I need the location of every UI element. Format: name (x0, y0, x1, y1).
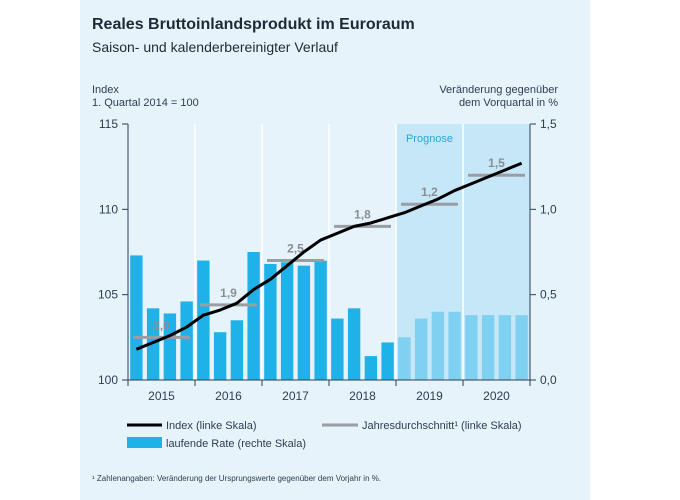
annual-average-label: 2,0 (153, 318, 170, 332)
bar (515, 315, 528, 380)
chart-subtitle: Saison- und kalenderbereinigter Verlauf (92, 39, 338, 55)
year-label: 2016 (215, 389, 242, 403)
year-label: 2015 (148, 389, 175, 403)
annual-average-label: 1,8 (354, 207, 371, 221)
year-label: 2019 (416, 389, 443, 403)
bar (146, 308, 160, 380)
left-tick-label: 100 (98, 373, 118, 387)
year-label: 2020 (483, 389, 510, 403)
annual-average-label: 1,9 (220, 286, 237, 300)
left-tick-label: 110 (99, 202, 118, 216)
left-axis-title-line1: Index (92, 84, 119, 96)
bar (465, 315, 478, 380)
bar (213, 332, 227, 380)
chart-title: Reales Bruttoinlandsprodukt im Euroraum (92, 16, 415, 33)
bar (264, 263, 277, 380)
bar (347, 308, 361, 380)
annual-average-label: 1,2 (421, 185, 438, 199)
legend-label-rate: laufende Rate (rechte Skala) (166, 438, 306, 450)
right-tick-label: 1,5 (540, 117, 557, 131)
bar (297, 265, 311, 380)
bar (130, 255, 143, 380)
bar (230, 320, 244, 380)
right-tick-label: 0,5 (540, 288, 557, 302)
right-tick-label: 0,0 (540, 373, 557, 387)
year-label: 2018 (349, 389, 376, 403)
bar (431, 311, 445, 380)
bar (448, 311, 461, 380)
left-axis-title-line2: 1. Quartal 2014 = 100 (92, 97, 199, 109)
bar (414, 318, 428, 380)
bar (481, 315, 495, 380)
year-label: 2017 (282, 389, 309, 403)
bar (498, 315, 512, 380)
bar (331, 318, 344, 380)
right-axis-title-line2: dem Vorquartal in % (458, 97, 558, 109)
legend-swatch-rate (127, 437, 162, 448)
annual-average-label: 1,5 (488, 156, 505, 170)
bar (381, 342, 394, 380)
bar (398, 337, 411, 380)
bar (280, 262, 294, 380)
bar (314, 260, 327, 380)
footnote: ¹ Zahlenangaben: Veränderung der Ursprun… (92, 474, 382, 483)
bar (364, 356, 378, 380)
index-line (135, 161, 523, 351)
forecast-label: Prognose (406, 133, 453, 145)
left-axis-title: Index 1. Quartal 2014 = 100 (92, 84, 199, 110)
right-axis-title-line1: Veränderung gegenüber (439, 84, 558, 96)
left-tick-label: 105 (98, 288, 118, 302)
legend-label-average: Jahresdurchschnitt¹ (linke Skala) (362, 420, 522, 432)
legend-label-index: Index (linke Skala) (166, 420, 257, 432)
right-tick-label: 1,0 (540, 202, 557, 216)
bar (247, 252, 260, 380)
left-tick-label: 115 (99, 117, 118, 131)
bar (163, 313, 177, 380)
bar (180, 301, 193, 380)
annual-average-label: 2,5 (287, 242, 304, 256)
bar (197, 260, 210, 380)
right-axis-title: Veränderung gegenüber dem Vorquartal in … (380, 84, 558, 110)
